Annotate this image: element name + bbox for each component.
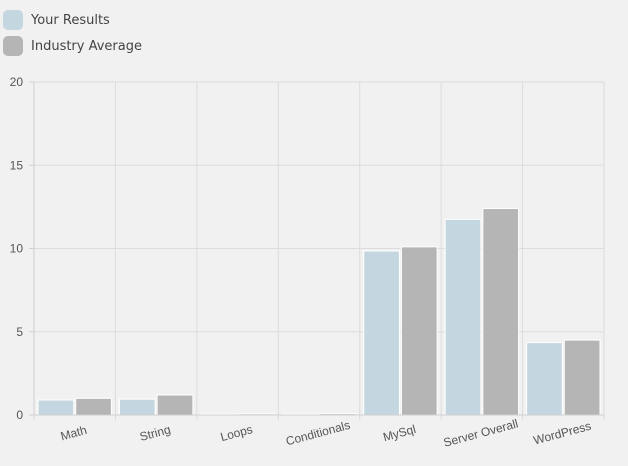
y-tick-label: 5 xyxy=(16,325,23,339)
bar-your-results[interactable] xyxy=(444,218,482,416)
x-tick-label: WordPress xyxy=(532,419,593,448)
bar-industry-average[interactable] xyxy=(156,394,194,416)
x-tick-label: Loops xyxy=(219,422,254,444)
bar-your-results[interactable] xyxy=(118,398,156,416)
bar-industry-average[interactable] xyxy=(482,208,520,416)
x-tick-label: Math xyxy=(59,423,88,443)
y-tick-label: 10 xyxy=(10,242,24,256)
x-tick-label: Conditionals xyxy=(284,418,351,449)
bar-your-results[interactable] xyxy=(37,399,75,416)
bar-your-results[interactable] xyxy=(363,250,400,416)
y-tick-label: 0 xyxy=(16,408,23,422)
x-axis: Math String Loops Conditionals MySql Server O… xyxy=(34,414,604,450)
bar-industry-average[interactable] xyxy=(75,397,112,416)
legend-item-your-results[interactable]: Your Results xyxy=(3,7,142,33)
x-tick-label: MySql xyxy=(381,422,417,444)
legend-item-industry-average[interactable]: Industry Average xyxy=(3,33,142,59)
y-tick-label: 15 xyxy=(10,158,24,172)
bars xyxy=(37,208,601,416)
legend-label-your-results: Your Results xyxy=(31,12,110,28)
x-tick-label: String xyxy=(138,422,172,444)
bar-your-results[interactable] xyxy=(526,342,563,416)
legend-label-industry-average: Industry Average xyxy=(31,38,142,54)
y-tick-label: 20 xyxy=(10,75,24,89)
bar-industry-average[interactable] xyxy=(400,246,438,416)
bar-industry-average[interactable] xyxy=(563,339,601,416)
legend-swatch-industry-average xyxy=(3,36,23,56)
y-axis: 0 5 10 15 20 xyxy=(10,75,35,422)
legend: Your Results Industry Average xyxy=(3,7,142,59)
x-tick-label: Server Overall xyxy=(442,416,520,449)
legend-swatch-your-results xyxy=(3,10,23,30)
